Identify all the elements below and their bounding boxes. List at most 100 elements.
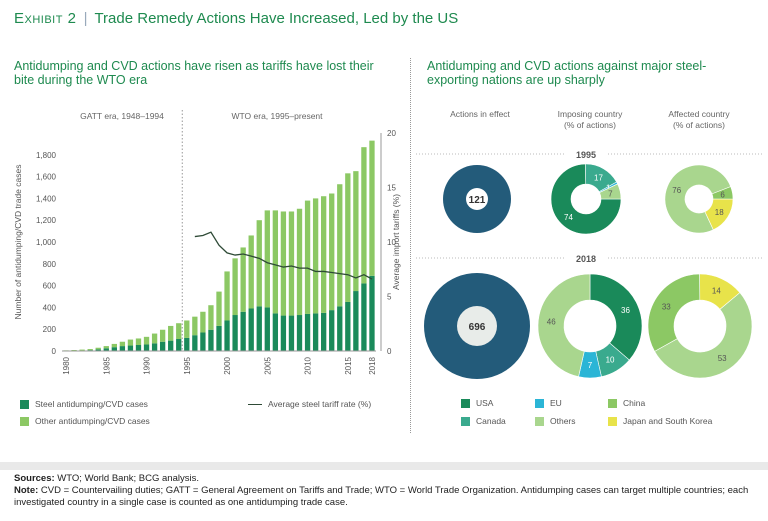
y-tick-label: 600: [43, 282, 57, 291]
donut-label-imposing-1995-usa: 74: [564, 213, 573, 222]
legend-others: Others: [535, 416, 576, 427]
y2-tick-label: 15: [387, 184, 396, 193]
bar-steel-1994: [176, 339, 182, 351]
year-divider-1995-bg: [566, 147, 606, 161]
bar-other-2017: [361, 147, 367, 284]
legend-japan-korea-label: Japan and South Korea: [623, 416, 713, 426]
donut-label-imposing-2018-usa: 36: [621, 306, 630, 315]
legend-tariff-line: [248, 404, 262, 406]
bar-other-2015: [345, 173, 351, 302]
bar-other-1992: [159, 329, 166, 342]
y-tick-label: 400: [43, 303, 57, 312]
sources-line: Sources: WTO; World Bank; BCG analysis.: [14, 473, 754, 485]
x-tick-label: 1980: [62, 356, 71, 374]
donut-label-affected-2018-japan-and-south-korea: 14: [712, 287, 721, 296]
donut-label-imposing-2018-canada: 10: [606, 355, 615, 364]
bar-other-2000: [224, 271, 230, 321]
year-divider-2018-bg: [566, 251, 606, 265]
donut-slice-affected-2018-china: [647, 273, 701, 352]
exhibit-header: Exhibit 2 | Trade Remedy Actions Have In…: [14, 10, 458, 27]
col-head-affected: Affected country (% of actions): [668, 109, 730, 130]
legend-tariff-label: Average steel tariff rate (%): [268, 399, 372, 409]
bar-steel-1998: [208, 329, 214, 351]
donut-label-imposing-2018-eu: 7: [588, 361, 593, 370]
legend-steel-label: Steel antidumping/CVD cases: [35, 399, 148, 409]
bar-steel-1988: [127, 345, 134, 351]
actions-badge-1995: [466, 188, 488, 210]
bar-steel-1993: [168, 340, 174, 351]
bar-steel-2002: [240, 311, 246, 351]
note-line: Note: CVD = Countervailing duties; GATT …: [14, 485, 754, 509]
bar-other-2013: [329, 193, 335, 311]
x-tick-label: 2000: [223, 356, 232, 374]
bar-steel-1992: [159, 341, 166, 351]
bar-steel-1991: [151, 343, 158, 351]
bar-steel-1984: [95, 349, 101, 351]
bar-other-2010: [304, 200, 311, 314]
col-head-imposing: Imposing country (% of actions): [557, 109, 623, 130]
bar-steel-1989: [135, 345, 142, 351]
panel-divider: [410, 58, 411, 433]
legend-steel: Steel antidumping/CVD cases: [20, 399, 148, 410]
x-tick-label: 2015: [344, 356, 353, 374]
donut-label-affected-1995-japan-and-south-korea: 18: [715, 208, 724, 217]
actions-value-2018: 696: [469, 322, 486, 333]
bar-steel-2009: [296, 315, 303, 351]
bar-other-1984: [95, 347, 101, 350]
bar-other-1987: [119, 341, 126, 347]
donut-label-imposing-1995-others: 7: [608, 189, 613, 198]
y-axis-title: Number of antidumping/CVD trade cases: [13, 165, 23, 320]
donut-slice-affected-1995-others: [664, 164, 732, 234]
bar-steel-2016: [353, 291, 359, 351]
bar-other-2005: [264, 210, 270, 308]
donut-hole-imposing-2018: [564, 300, 616, 352]
y-tick-label: 1,200: [36, 216, 57, 225]
legend-usa-swatch: [461, 399, 470, 409]
bar-other-2014: [337, 184, 343, 307]
bar-steel-1999: [216, 325, 222, 351]
bar-steel-2003: [248, 308, 254, 351]
legend-canada-label: Canada: [476, 416, 506, 426]
legend-china: China: [608, 398, 646, 409]
donut-label-imposing-1995-canada: 17: [594, 173, 603, 182]
bar-steel-2010: [304, 313, 311, 351]
bar-steel-2012: [321, 312, 327, 351]
bar-steel-2006: [272, 313, 279, 351]
bar-other-2016: [353, 171, 359, 292]
donut-slice-affected-1995-japan-and-south-korea: [704, 198, 734, 231]
right-panel-title: Antidumping and CVD actions against majo…: [427, 59, 707, 87]
legend-china-label: China: [623, 398, 646, 408]
bar-steel-2017: [361, 283, 367, 351]
legend-japan-korea: Japan and South Korea: [608, 416, 713, 427]
donut-label-affected-2018-others: 53: [718, 354, 727, 363]
exhibit-label: Exhibit 2: [14, 10, 77, 27]
donut-slice-imposing-1995-usa: [550, 163, 622, 235]
bar-steel-1995: [184, 337, 190, 351]
sources-label: Sources:: [14, 473, 55, 484]
bar-steel-1985: [103, 348, 109, 351]
bar-other-1986: [111, 343, 117, 348]
bar-other-1991: [151, 333, 158, 344]
y-tick-label: 1,600: [36, 173, 57, 182]
bar-other-1999: [216, 291, 222, 326]
bar-other-1985: [103, 346, 109, 349]
bar-other-1983: [87, 349, 93, 351]
donut-slice-affected-2018-others: [654, 292, 753, 379]
left-panel-title: Antidumping and CVD actions have risen a…: [14, 59, 374, 87]
bar-other-1990: [143, 336, 150, 345]
bar-other-1995: [184, 320, 190, 338]
legend-china-swatch: [608, 399, 617, 409]
bar-other-2003: [248, 235, 254, 309]
bar-other-2006: [272, 210, 279, 314]
bar-other-1998: [208, 305, 214, 330]
donut-hole-affected-2018: [674, 300, 726, 352]
legend-others-swatch: [535, 417, 544, 427]
actions-value-1995: 121: [469, 195, 486, 206]
exhibit-separator: |: [83, 10, 88, 27]
bar-other-2002: [240, 247, 246, 312]
bar-steel-1997: [200, 332, 206, 351]
era-label-wto: WTO era, 1995–present: [231, 111, 323, 121]
legend-usa: USA: [461, 398, 493, 409]
bar-steel-2000: [224, 320, 230, 351]
